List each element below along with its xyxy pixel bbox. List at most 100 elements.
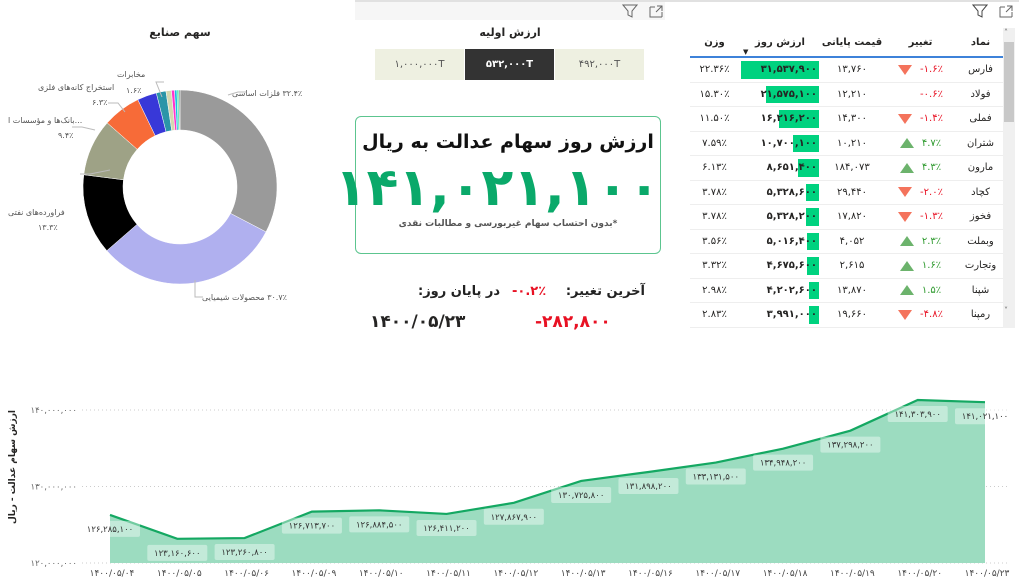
value-bar xyxy=(807,257,819,275)
initial-option-492000[interactable]: ۴۹۲,۰۰۰T xyxy=(555,49,645,80)
filter-icon[interactable] xyxy=(972,4,988,18)
cell-value: ۳۱,۵۳۷,۹۰۰ xyxy=(739,58,821,82)
data-label-bg xyxy=(214,544,275,561)
card-value: ۱۴۱,۰۲۱,۱۰۰ xyxy=(334,158,660,218)
table-row[interactable]: فارس -۱.۶٪ ۱۳,۷۶۰ ۳۱,۵۳۷,۹۰۰ ۲۲.۳۶٪ xyxy=(690,58,1003,83)
cell-change: ۴.۳٪ xyxy=(883,162,958,173)
scroll-down-icon[interactable]: ˅ xyxy=(1004,306,1008,315)
data-label-bg xyxy=(820,436,881,453)
cell-change: ۱.۵٪ xyxy=(883,285,958,296)
last-change-amount: -۲۸۲,۸۰۰ xyxy=(535,312,611,332)
y-tick-label: ۱۴۰,۰۰۰,۰۰۰ xyxy=(31,406,78,416)
x-tick-label: ۱۴۰۰/۰۵/۱۱ xyxy=(426,569,471,579)
donut-slice[interactable] xyxy=(106,213,267,285)
scrollbar-thumb[interactable] xyxy=(1004,42,1014,122)
value-bar xyxy=(741,61,819,79)
leader-line xyxy=(108,102,126,113)
value-bar xyxy=(792,134,819,152)
leader-line xyxy=(155,81,164,98)
x-tick-label: ۱۴۰۰/۰۵/۱۳ xyxy=(561,569,606,579)
x-tick-label: ۱۴۰۰/۰۵/۱۲ xyxy=(493,569,538,579)
donut-slice[interactable] xyxy=(178,89,181,131)
cell-weight: ۱۱.۵۰٪ xyxy=(699,113,730,125)
pie-label-chemicals: ۳۰.۷٪ محصولات شیمیایی xyxy=(202,293,287,302)
series-line xyxy=(109,398,986,540)
cell-value: ۲۱,۵۷۵,۱۰۰ xyxy=(739,83,821,107)
data-label-bg xyxy=(483,508,544,525)
table-row[interactable]: مارون ۴.۳٪ ۱۸۴,۰۷۳ ۸,۶۵۱,۴۰۰ ۶.۱۳٪ xyxy=(690,156,1003,181)
value-bar xyxy=(778,110,819,128)
table-row[interactable]: شتران ۴.۷٪ ۱۰,۲۱۰ ۱۰,۷۰۰,۱۰۰ ۷.۵۹٪ xyxy=(690,132,1003,156)
data-label: ۱۲۳,۱۶۰,۶۰۰ xyxy=(154,549,201,559)
cell-value: ۴,۲۰۲,۶۰۰ xyxy=(739,279,821,303)
card-title: ارزش روز سهام عدالت به ریال xyxy=(362,131,654,153)
change-value: ۱.۵٪ xyxy=(921,284,942,296)
cell-value: ۵,۳۲۸,۲۰۰ xyxy=(739,205,821,229)
down-arrow-icon xyxy=(898,64,913,75)
focus-mode-icon[interactable] xyxy=(998,4,1014,18)
header-symbol[interactable]: نماد xyxy=(970,36,991,48)
table-row[interactable]: فولاد -۰.۶٪ ۱۲,۲۱۰ ۲۱,۵۷۵,۱۰۰ ۱۵.۳۰٪ xyxy=(690,83,1003,107)
value-text: ۵,۰۱۶,۴۰۰ xyxy=(766,235,817,247)
pie-label-oil-products: فراورده‌های نفتی xyxy=(8,208,65,217)
x-tick-label: ۱۴۰۰/۰۵/۲۰ xyxy=(897,569,942,579)
cell-weight: ۱۵.۳۰٪ xyxy=(699,88,730,100)
cell-weight: ۶.۱۳٪ xyxy=(702,162,727,174)
data-label: ۱۲۶,۴۱۱,۲۰۰ xyxy=(423,524,470,534)
cell-change: -۱.۴٪ xyxy=(883,113,958,124)
y-tick-label: ۱۳۰,۰۰۰,۰۰۰ xyxy=(31,483,78,493)
x-tick-label: ۱۴۰۰/۰۵/۰۶ xyxy=(224,569,269,579)
leader-line xyxy=(72,126,96,131)
cell-symbol: فولاد xyxy=(970,88,991,100)
header-value[interactable]: ارزش روز ▼ xyxy=(739,28,821,57)
x-tick-label: ۱۴۰۰/۰۵/۰۴ xyxy=(90,569,135,579)
change-value: -۰.۶٪ xyxy=(920,88,943,100)
pie-label-basic-metals: ۳۲.۴٪ فلزات اساسی xyxy=(232,89,303,98)
data-label: ۱۳۷,۲۹۸,۲۰۰ xyxy=(827,441,874,451)
change-value: ۲.۳٪ xyxy=(921,235,942,247)
table-row[interactable]: وبملت ۲.۳٪ ۴,۰۵۲ ۵,۰۱۶,۴۰۰ ۳.۵۶٪ xyxy=(690,230,1003,254)
cell-symbol: فملی xyxy=(969,113,992,125)
data-label: ۱۳۱,۸۹۸,۲۰۰ xyxy=(625,482,672,492)
initial-option-532000[interactable]: ۵۳۲,۰۰۰T xyxy=(465,49,555,80)
cell-weight: ۲۲.۳۶٪ xyxy=(699,64,730,76)
cell-weight: ۷.۵۹٪ xyxy=(702,137,727,149)
header-close[interactable]: قیمت پایانی xyxy=(821,36,883,48)
change-value: -۱.۶٪ xyxy=(920,64,943,76)
end-of-day-date: ۱۴۰۰/۰۵/۲۳ xyxy=(370,312,466,332)
scroll-up-icon[interactable]: ˄ xyxy=(1004,28,1008,37)
data-label-bg xyxy=(887,406,948,423)
table-row[interactable]: شپنا ۱.۵٪ ۱۳,۸۷۰ ۴,۲۰۲,۶۰۰ ۲.۹۸٪ xyxy=(690,279,1003,303)
data-label: ۱۲۳,۲۶۰,۸۰۰ xyxy=(221,548,268,558)
leader-line xyxy=(227,91,246,96)
data-label: ۱۳۴,۹۴۸,۲۰۰ xyxy=(760,459,807,469)
value-area-chart[interactable]: ۱۴۰,۰۰۰,۰۰۰ ۱۳۰,۰۰۰,۰۰۰ ۱۲۰,۰۰۰,۰۰۰ ۱۲۶,۲۸۵… xyxy=(0,395,1019,587)
x-tick-label: ۱۴۰۰/۰۵/۱۰ xyxy=(359,569,404,579)
table-body: فارس -۱.۶٪ ۱۳,۷۶۰ ۳۱,۵۳۷,۹۰۰ ۲۲.۳۶٪ فولاد… xyxy=(690,58,1003,328)
pie-label-telecom: مخابرات xyxy=(117,70,146,79)
down-arrow-icon xyxy=(898,309,913,320)
table-row[interactable]: وتجارت ۱.۶٪ ۲,۶۱۵ ۴,۶۷۵,۶۰۰ ۳.۳۲٪ xyxy=(690,254,1003,279)
cell-change: -۱.۳٪ xyxy=(883,211,958,222)
pie-pct-mining: ۶.۳٪ xyxy=(92,98,108,107)
value-bar xyxy=(765,85,819,103)
table-row[interactable]: رمپنا -۴.۸٪ ۱۹,۶۶۰ ۳,۹۹۱,۰۰۰ ۲.۸۳٪ xyxy=(690,303,1003,328)
x-tick-label: ۱۴۰۰/۰۵/۱۸ xyxy=(763,569,808,579)
focus-mode-icon[interactable] xyxy=(648,4,664,18)
x-tick-label: ۱۴۰۰/۰۵/۰۹ xyxy=(292,569,337,579)
filter-icon[interactable] xyxy=(622,4,638,18)
industry-donut-chart[interactable] xyxy=(0,0,340,330)
header-change[interactable]: تغییر xyxy=(908,36,933,48)
x-tick-label: ۱۴۰۰/۰۵/۰۵ xyxy=(157,569,202,579)
cell-close: ۲۹,۴۴۰ xyxy=(836,186,868,198)
header-weight[interactable]: وزن xyxy=(704,36,725,48)
initial-option-1000000[interactable]: ۱,۰۰۰,۰۰۰T xyxy=(375,49,465,80)
top-border xyxy=(355,0,1019,2)
donut-slice[interactable] xyxy=(179,89,278,233)
initial-value-slicer: ۱,۰۰۰,۰۰۰T ۵۳۲,۰۰۰T ۴۹۲,۰۰۰T xyxy=(375,49,645,80)
table-row[interactable]: فخوز -۱.۳٪ ۱۷,۸۲۰ ۵,۳۲۸,۲۰۰ ۳.۷۸٪ xyxy=(690,205,1003,230)
up-arrow-icon xyxy=(899,138,914,149)
area-fill xyxy=(110,400,985,563)
table-row[interactable]: فملی -۱.۴٪ ۱۴,۳۰۰ ۱۶,۲۱۶,۲۰۰ ۱۱.۵۰٪ xyxy=(690,107,1003,132)
table-row[interactable]: کچاد -۲.۰٪ ۲۹,۴۴۰ ۵,۳۲۸,۶۰۰ ۳.۷۸٪ xyxy=(690,181,1003,205)
